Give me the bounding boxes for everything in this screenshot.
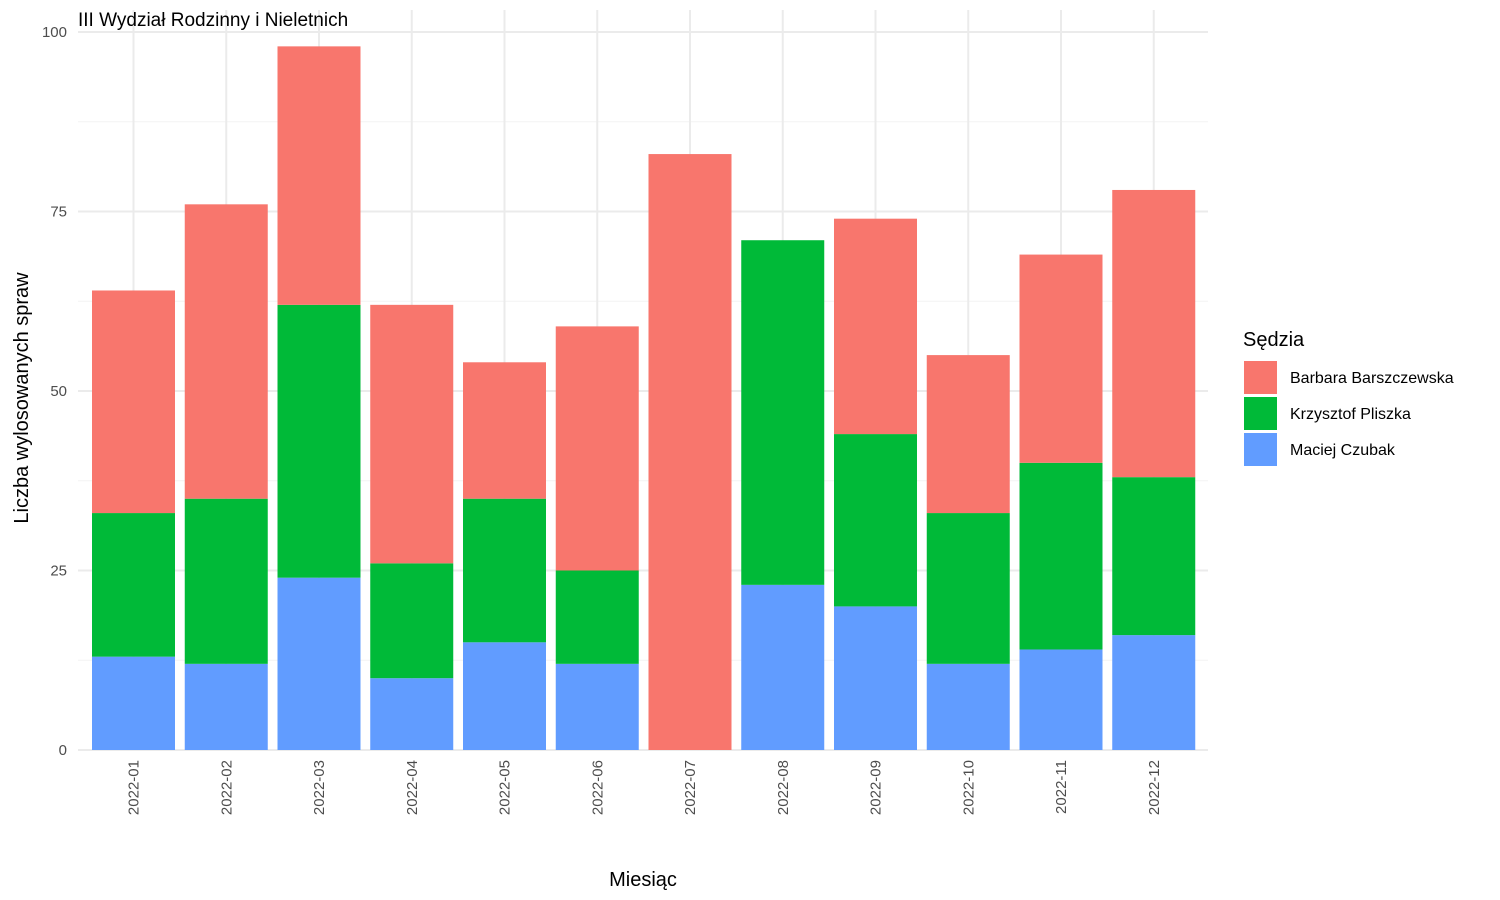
x-tick-label: 2022-04 xyxy=(404,760,421,815)
bar-segment xyxy=(277,46,361,305)
bar-segment xyxy=(370,563,454,679)
legend-title: Sędzia xyxy=(1243,329,1305,351)
x-tick-label: 2022-11 xyxy=(1053,760,1070,814)
bar-segment xyxy=(184,204,268,499)
bar-segment xyxy=(555,326,639,571)
x-tick-label: 2022-02 xyxy=(218,760,235,815)
bar-segment xyxy=(184,498,268,664)
bar-segment xyxy=(834,434,917,607)
x-tick-label: 2022-07 xyxy=(682,760,699,815)
y-tick-label: 75 xyxy=(50,204,67,221)
chart-title: III Wydział Rodzinny i Nieletnich xyxy=(78,10,348,31)
bar-segment xyxy=(926,513,1010,664)
y-tick-label: 0 xyxy=(59,742,67,759)
bar-segment xyxy=(370,678,454,750)
legend-swatch xyxy=(1244,433,1277,466)
bar-segment xyxy=(1019,462,1103,650)
bar-segment xyxy=(1019,649,1103,750)
bar-segment xyxy=(1112,477,1196,636)
bars-layer xyxy=(92,46,1196,750)
bar-segment xyxy=(741,240,825,585)
x-tick-label: 2022-10 xyxy=(960,760,977,815)
bar-segment xyxy=(92,656,175,750)
bar-segment xyxy=(463,498,546,643)
bar-segment xyxy=(277,577,361,750)
bar-segment xyxy=(277,304,361,578)
legend-swatch xyxy=(1244,397,1277,430)
legend: Sędzia Barbara Barszczewska Krzysztof Pli… xyxy=(1243,329,1454,466)
legend-label: Barbara Barszczewska xyxy=(1290,370,1454,387)
bar-segment xyxy=(1112,635,1196,750)
bar-segment xyxy=(834,606,917,750)
bar-segment xyxy=(184,663,268,750)
legend-label: Maciej Czubak xyxy=(1290,442,1396,459)
y-tick-label: 100 xyxy=(42,24,67,41)
x-tick-label: 2022-06 xyxy=(589,760,606,815)
bar-segment xyxy=(463,642,546,750)
bar-segment xyxy=(555,570,639,664)
y-tick-label: 50 xyxy=(50,383,67,400)
x-tick-label: 2022-05 xyxy=(497,760,514,815)
x-tick-label: 2022-09 xyxy=(868,760,885,815)
bar-segment xyxy=(926,663,1010,750)
y-tick-label: 25 xyxy=(50,563,67,580)
x-axis-title: Miesiąc xyxy=(609,869,677,891)
bar-segment xyxy=(92,290,175,514)
bar-segment xyxy=(926,355,1010,514)
x-axis-ticks: 2022-01 2022-02 2022-03 2022-04 2022-05 2022-… xyxy=(126,760,1163,815)
bar-segment xyxy=(648,154,732,750)
bar-segment xyxy=(1019,254,1103,463)
bar-segment xyxy=(1112,189,1196,478)
bar-segment xyxy=(370,304,454,564)
x-tick-label: 2022-03 xyxy=(311,760,328,815)
legend-label: Krzysztof Pliszka xyxy=(1290,406,1411,423)
legend-swatch xyxy=(1244,361,1277,394)
y-axis-title: Liczba wylosowanych spraw xyxy=(11,272,33,524)
x-tick-label: 2022-12 xyxy=(1146,760,1163,815)
bar-segment xyxy=(741,584,825,750)
bar-segment xyxy=(463,362,546,499)
bar-segment xyxy=(555,663,639,750)
bar-segment xyxy=(834,218,917,435)
x-tick-label: 2022-01 xyxy=(126,760,143,815)
x-tick-label: 2022-08 xyxy=(775,760,792,815)
bar-segment xyxy=(92,513,175,657)
y-axis-ticks: 0 25 50 75 100 xyxy=(42,24,67,759)
